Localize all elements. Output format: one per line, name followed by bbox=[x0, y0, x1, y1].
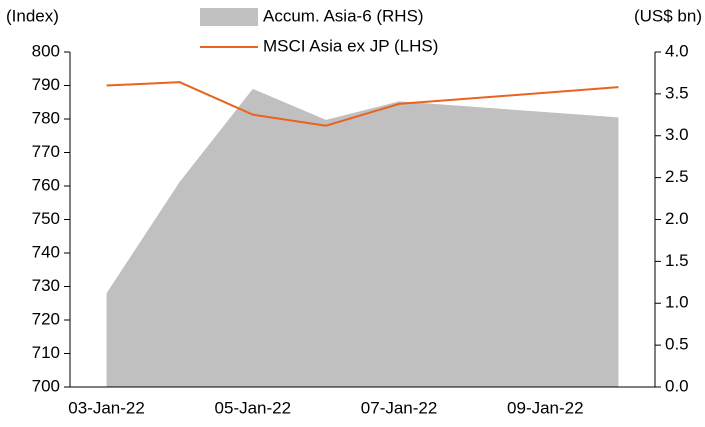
line bbox=[106, 81, 619, 127]
y2-tick-label: 1.0 bbox=[665, 293, 689, 312]
x-tick-label: 03-Jan-22 bbox=[68, 398, 145, 417]
y2-tick-label: 0.5 bbox=[665, 335, 689, 354]
y2-tick-label: 3.5 bbox=[665, 83, 689, 102]
y-tick-label: 800 bbox=[32, 41, 60, 60]
x-tick-label: 07-Jan-22 bbox=[361, 398, 438, 417]
legend-label: Accum. Asia-6 (RHS) bbox=[263, 6, 424, 25]
y2-tick-label: 2.0 bbox=[665, 209, 689, 228]
y-tick-label: 750 bbox=[32, 209, 60, 228]
y2-tick-label: 4.0 bbox=[665, 41, 689, 60]
y-tick-label: 780 bbox=[32, 108, 60, 127]
y-axis-label: (Index) bbox=[6, 6, 59, 25]
legend-swatch bbox=[200, 8, 258, 26]
y-tick-label: 710 bbox=[32, 343, 60, 362]
legend-label: MSCI Asia ex JP (LHS) bbox=[263, 36, 438, 55]
x-tick-label: 09-Jan-22 bbox=[507, 398, 584, 417]
y-tick-label: 730 bbox=[32, 276, 60, 295]
area bbox=[106, 88, 619, 387]
y-tick-label: 720 bbox=[32, 309, 60, 328]
y2-tick-label: 1.5 bbox=[665, 251, 689, 270]
y2-tick-label: 0.0 bbox=[665, 376, 689, 395]
y2-tick-label: 3.0 bbox=[665, 125, 689, 144]
y2-tick-label: 2.5 bbox=[665, 167, 689, 186]
y-tick-label: 760 bbox=[32, 175, 60, 194]
y2-axis-label: (US$ bn) bbox=[634, 6, 702, 25]
y-tick-label: 740 bbox=[32, 242, 60, 261]
y-tick-label: 770 bbox=[32, 142, 60, 161]
y-tick-label: 700 bbox=[32, 376, 60, 395]
y-tick-label: 790 bbox=[32, 75, 60, 94]
x-tick-label: 05-Jan-22 bbox=[215, 398, 292, 417]
